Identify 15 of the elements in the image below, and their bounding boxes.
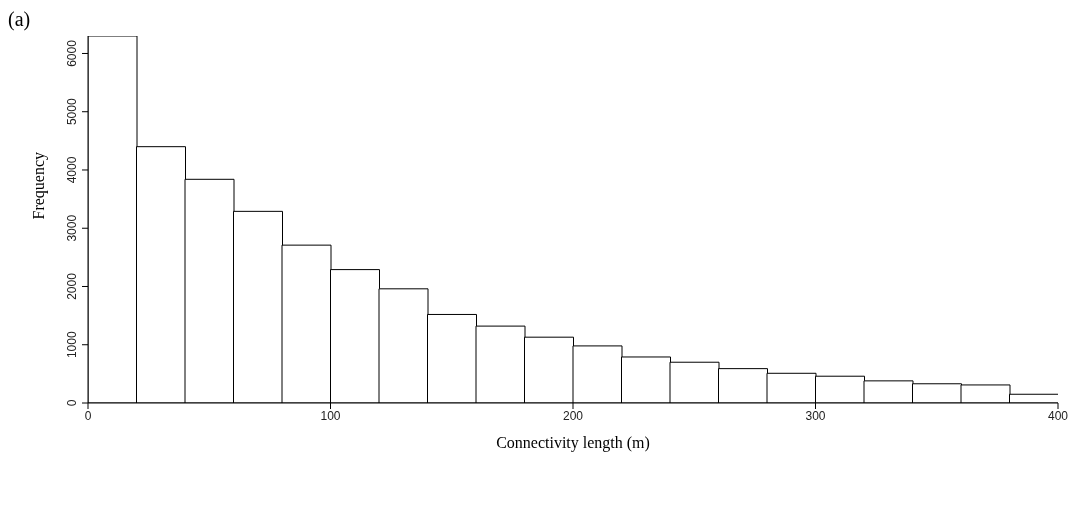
y-tick-label: 0: [65, 399, 79, 407]
x-axis-title: Connectivity length (m): [496, 434, 650, 452]
x-tick-label: 200: [562, 408, 584, 423]
y-axis-title: Frequency: [29, 151, 48, 220]
y-tick-label: 1000: [65, 331, 79, 359]
y-tick-label: 3000: [65, 214, 79, 242]
y-tick-label: 5000: [65, 98, 79, 126]
x-tick-label: 400: [1047, 408, 1069, 423]
x-tick-label: 0: [84, 408, 92, 423]
chart-title: (a): [8, 8, 31, 31]
y-tick-label: 4000: [65, 156, 79, 184]
x-tick-label: 100: [320, 408, 341, 423]
x-tick-label: 300: [805, 408, 826, 423]
y-tick-label: 6000: [65, 39, 79, 67]
y-tick-label: 2000: [65, 272, 79, 300]
